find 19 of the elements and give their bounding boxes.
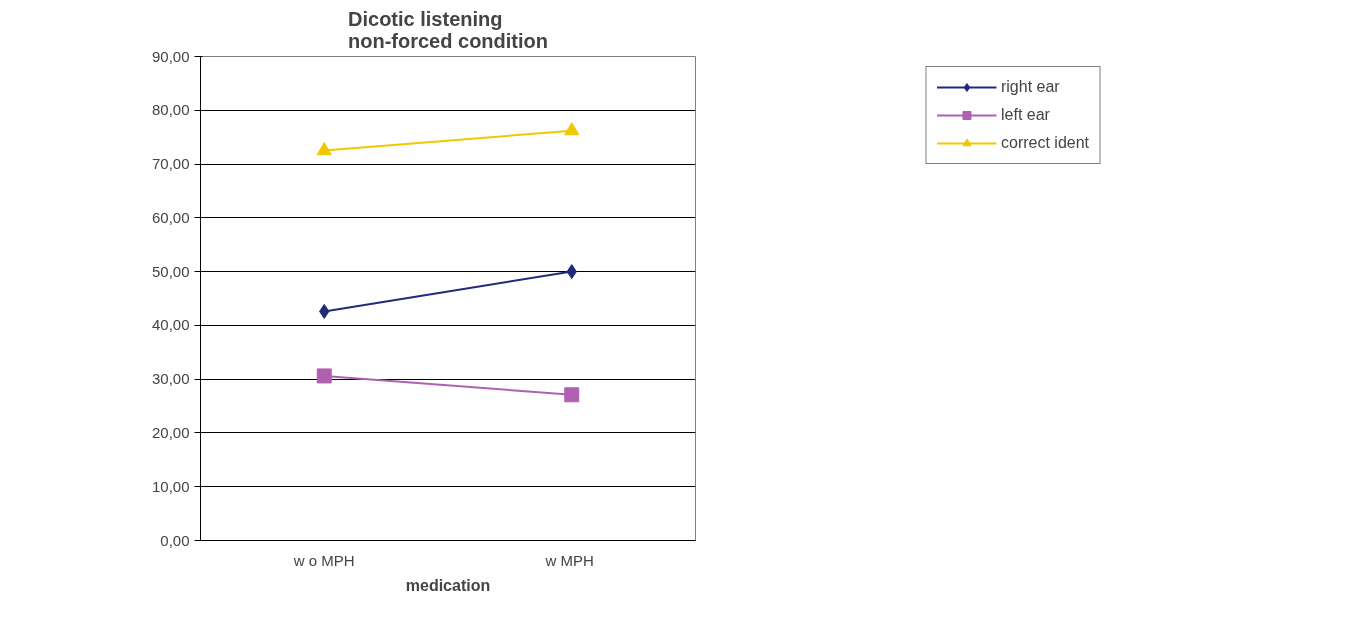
point xyxy=(316,368,332,384)
y-tick-label: 20,00 xyxy=(151,423,190,441)
y-tick-label: 90,00 xyxy=(151,47,190,65)
x-axis-title: medication xyxy=(405,576,491,594)
chart-title: Dicotic listening non-forced condition xyxy=(348,7,548,52)
y-tick-label: 30,00 xyxy=(151,370,190,388)
y-tick-label: 40,00 xyxy=(151,316,190,334)
y-tick-label: 0,00 xyxy=(160,531,190,549)
y-tick-label: 10,00 xyxy=(151,477,190,495)
y-tick-label: 80,00 xyxy=(151,101,190,119)
y-tick-label: 70,00 xyxy=(151,155,190,173)
legend-label: right ear xyxy=(1000,78,1060,96)
x-tick-label: w o MPH xyxy=(292,551,355,569)
x-tick-label: w MPH xyxy=(544,551,594,569)
legend-label: left ear xyxy=(1000,106,1050,124)
y-tick-label: 60,00 xyxy=(151,208,190,226)
y-tick-label: 50,00 xyxy=(151,262,190,280)
legend-label: correct ident xyxy=(1000,134,1090,152)
point xyxy=(564,387,580,403)
